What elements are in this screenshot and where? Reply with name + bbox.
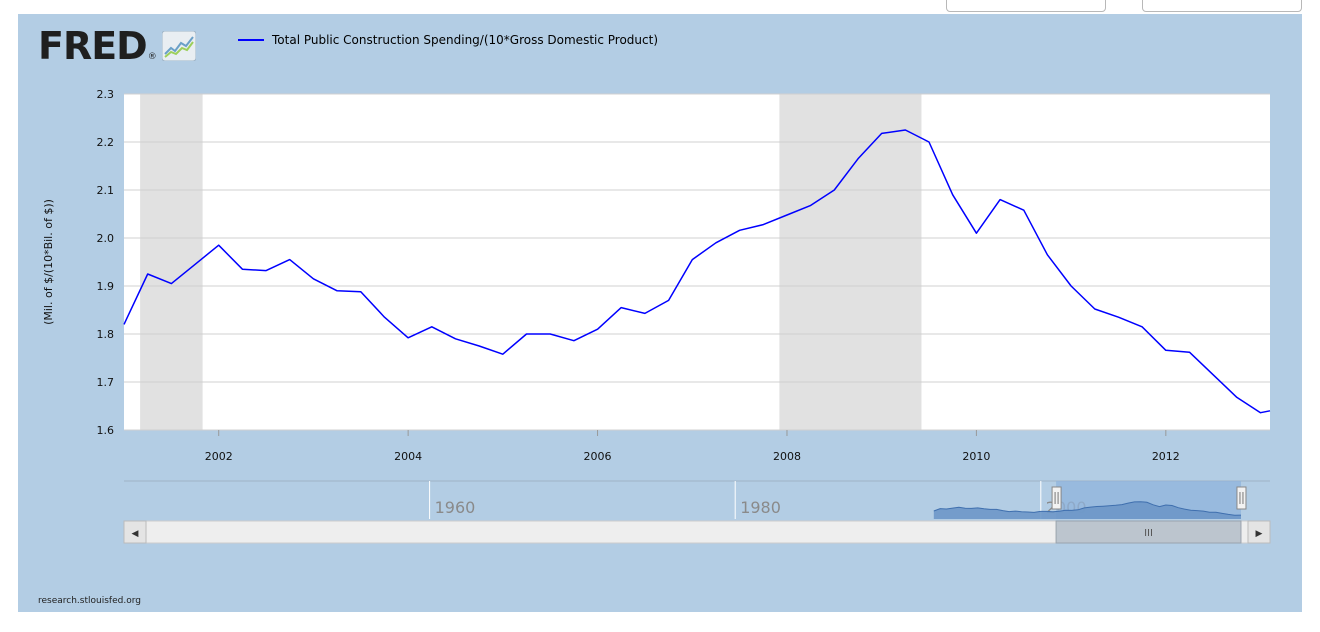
legend-swatch [238,39,264,41]
y-tick-label: 1.7 [97,376,115,389]
logo-registered-mark: ® [147,52,157,62]
y-tick-label: 1.9 [97,280,115,293]
recession-band-0 [140,94,203,430]
chart-legend[interactable]: Total Public Construction Spending/(10*G… [238,33,658,47]
x-tick-label: 2006 [584,450,612,463]
scrollbar-thumb-grip: III [1144,528,1153,539]
navigator-label: 1960 [435,498,476,517]
plot-area [124,94,1270,430]
y-tick-label: 1.8 [97,328,115,341]
series-line [123,129,1271,414]
x-tick-label: 2002 [205,450,233,463]
logo-text: FRED [38,24,148,68]
recession-band-1 [779,94,922,430]
navigator-handle-left[interactable] [1051,486,1062,510]
x-tick-label: 2004 [394,450,422,463]
x-tick-label: 2008 [773,450,801,463]
navigator-handle-right[interactable] [1236,486,1247,510]
navigator-area [933,501,1241,519]
scrollbar-thumb[interactable] [1055,520,1242,544]
trend-graph-icon [161,31,196,61]
y-tick-label: 1.6 [97,424,115,437]
fred-logo[interactable]: FRED ® [38,26,196,66]
scrollbar-right-button[interactable] [1247,520,1271,544]
y-tick-label: 2.3 [97,88,115,101]
scroll-left-arrow-icon: ◀ [132,529,139,539]
navigator-area-line [933,501,1242,516]
source-footer[interactable]: research.stlouisfed.org [38,596,141,606]
legend-label: Total Public Construction Spending/(10*G… [272,33,659,47]
y-tick-label: 2.0 [97,232,115,245]
x-tick-label: 2010 [962,450,990,463]
x-tick-label: 2012 [1152,450,1180,463]
menu-box-right[interactable] [1142,0,1302,12]
y-axis-label: (Mil. of $/(10*Bil. of $)) [42,199,55,325]
scrollbar-left-button[interactable] [123,520,147,544]
y-tick-label: 2.2 [97,136,115,149]
navigator-label: 1980 [740,498,781,517]
scroll-right-arrow-icon: ▶ [1256,529,1263,539]
menu-box-left[interactable] [946,0,1106,12]
y-tick-label: 2.1 [97,184,115,197]
